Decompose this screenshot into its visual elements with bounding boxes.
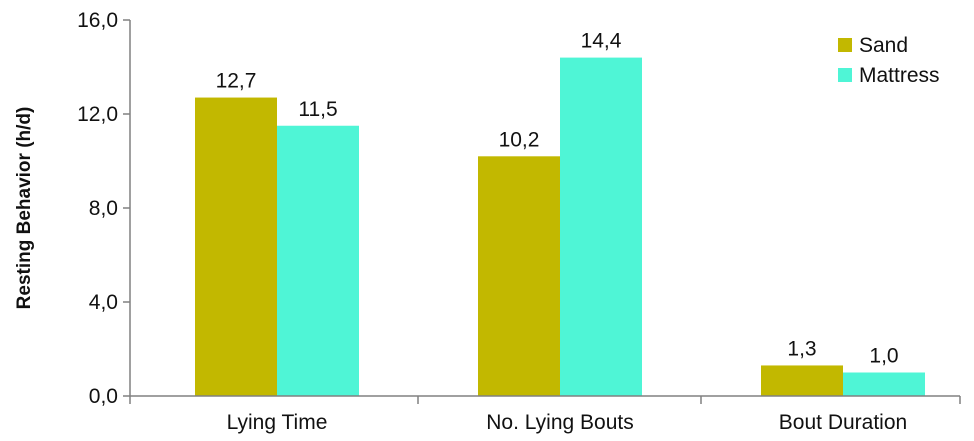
legend-label: Mattress (859, 64, 940, 87)
value-labels-group: 12,7 10,2 1,3 11,5 14,4 1,0 (216, 30, 899, 368)
x-category-label: Bout Duration (779, 411, 907, 434)
x-axis-ticks (129, 396, 961, 404)
bar-mattress-1 (277, 125, 359, 396)
y-tick-label: 4,0 (89, 291, 118, 314)
bar-sand-2 (478, 156, 560, 396)
data-label: 14,4 (581, 30, 622, 53)
data-label: 10,2 (499, 128, 540, 151)
data-label: 11,5 (298, 98, 337, 121)
bar-sand-1 (195, 97, 277, 397)
y-tick-label: 8,0 (89, 197, 118, 220)
category-labels-group: Lying Time No. Lying Bouts Bout Duration (227, 411, 908, 434)
data-label: 1,0 (869, 345, 898, 368)
y-axis-ticks: 0,0 4,0 8,0 12,0 16,0 (77, 9, 130, 408)
legend-swatch-mattress (838, 68, 852, 82)
y-tick-label: 16,0 (77, 9, 118, 32)
y-tick-label: 12,0 (77, 103, 118, 126)
y-axis-title: Resting Behavior (h/d) (14, 107, 35, 310)
data-label: 1,3 (787, 337, 816, 360)
axes-group (129, 20, 960, 397)
x-category-label: No. Lying Bouts (486, 411, 633, 434)
bar-mattress-3 (843, 372, 925, 396)
x-category-label: Lying Time (227, 411, 328, 434)
y-tick-label: 0,0 (89, 385, 118, 408)
bar-sand-3 (761, 365, 843, 396)
data-label: 12,7 (216, 70, 257, 93)
legend-label: Sand (859, 34, 908, 57)
bar-mattress-2 (560, 57, 642, 396)
bars-group (195, 57, 925, 397)
y-axis-title-group: Resting Behavior (h/d) (14, 107, 35, 310)
legend-swatch-sand (838, 38, 852, 52)
legend: Sand Mattress (838, 34, 940, 87)
